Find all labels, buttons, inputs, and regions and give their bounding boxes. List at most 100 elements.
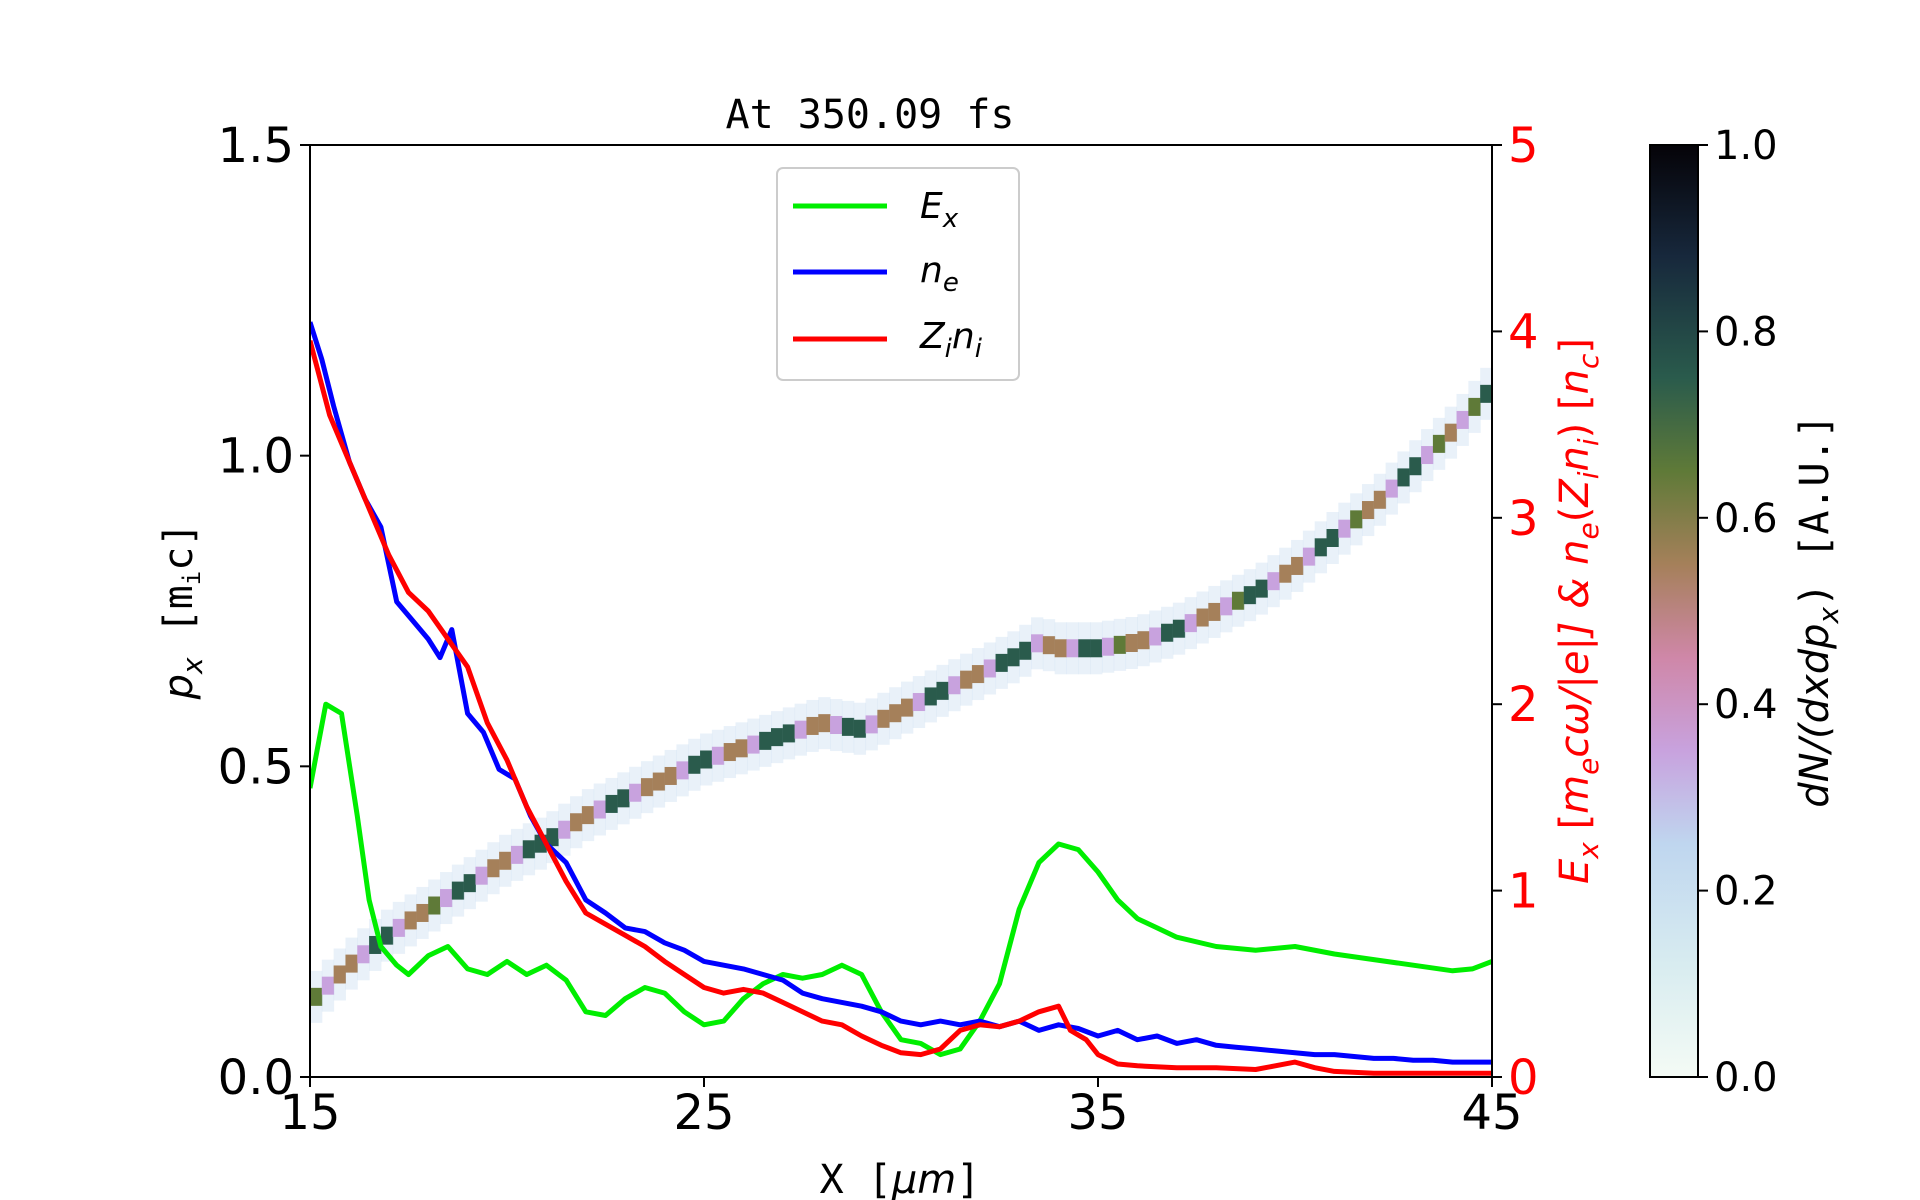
heatmap-cell [1125,633,1138,652]
y-axis-label-part: p [156,674,202,700]
heatmap-cell [546,828,559,847]
colorbar: 0.0 0.2 0.4 0.6 0.8 1.0 dN/(dxdpx) [A.U.] [1649,123,1845,1101]
y-tick-label: 1.0 [218,429,294,485]
y-tick-label: 0.5 [218,739,294,795]
heatmap-cell [912,693,926,712]
heatmap-cell [1456,410,1469,429]
heatmap-cell [936,681,949,700]
colorbar-tick-label: 0.0 [1714,1055,1778,1101]
right-tick-label: 4 [1508,304,1539,360]
chart-title: At 350.09 fs [726,92,1015,138]
right-axis-label-part: n [1552,539,1598,564]
heatmap-cell [570,813,583,832]
heatmap-cell [640,778,654,797]
heatmap-cell [357,945,370,964]
right-axis-label: Ex [mecω/|e|] & ne(Zini) [nc] [1552,338,1605,884]
right-axis-label-sub: x [1572,842,1605,860]
heatmap-cell [1184,614,1197,633]
right-tick-label: 3 [1508,491,1539,547]
colorbar-label-part: ) [A.U.] [1792,414,1838,607]
legend-box [776,167,1020,381]
heatmap-cell [1231,591,1245,610]
heatmap-cell [1019,641,1032,660]
y-axis-label-sub: x [176,657,209,675]
heatmap-cell [499,851,512,870]
y-axis-label-part: c] [156,523,202,571]
legend-label-zini: Zini [919,316,983,364]
heatmap-cell [1149,627,1162,646]
heatmap-cell [1255,579,1268,598]
heatmap-cell [1373,490,1387,509]
heatmap-cell [581,806,595,825]
x-tick-label: 45 [1461,1085,1522,1141]
heatmap-cell [1291,556,1304,575]
heatmap-cell [1031,634,1044,653]
right-axis-label-part: ( [1552,507,1598,523]
heatmap-cell [1432,434,1446,453]
legend-label-part: n [952,316,975,357]
heatmap-cell [558,820,571,839]
heatmap-cell [759,731,772,750]
colorbar-gradient [1649,144,1699,1078]
heatmap-cell [830,716,843,735]
heatmap-cell [522,840,536,859]
y-axis-label-sub: i [178,571,206,585]
heatmap-cell [440,889,453,908]
x-tick-label: 25 [673,1085,734,1141]
heatmap-cell [676,761,689,780]
heatmap-cell [1409,457,1422,476]
right-axis-label-part: [ [1552,814,1598,842]
heatmap-cell [1492,378,1504,396]
heatmap-cell [617,789,630,808]
heatmap-cell [1338,519,1351,538]
right-axis-label-sub: c [1572,353,1605,369]
x-axis-label-part: ] [956,1157,980,1200]
heatmap-cell [510,845,524,864]
heatmap-cell [1066,639,1079,658]
heatmap-cell [711,746,725,765]
heatmap-cell [1480,384,1492,403]
heatmap-halo-cell [1492,361,1504,413]
y-tick-label: 1.5 [218,118,294,174]
heatmap-cell [1172,619,1186,638]
heatmap-cell [700,750,713,769]
heatmap-cell [1042,636,1056,655]
y-axis-label-part: m [156,585,202,609]
x-axis-label: X [μm] [820,1157,981,1200]
x-axis-label-part: X [ [820,1157,892,1200]
heatmap-cell [865,715,878,734]
heatmap-cell [1243,586,1257,605]
heatmap-cell [877,709,890,728]
heatmap-cell [924,687,937,706]
heatmap-cell [475,866,488,885]
heatmap-cell [1326,528,1339,547]
legend-label-sub: e [943,268,959,298]
right-tick-label: 1 [1508,864,1539,920]
legend-label-ne: ne [920,250,959,298]
heatmap-cell [1397,468,1410,487]
heatmap-cell [1468,397,1481,416]
heatmap-cell [1161,623,1174,642]
heatmap-cell [1267,572,1280,591]
heatmap-cell [1101,637,1115,656]
heatmap-cell [392,918,406,937]
colorbar-label: dN/(dxdpx) [A.U.] [1792,414,1845,807]
heatmap-cell [629,783,642,802]
colorbar-tick-label: 0.6 [1714,496,1778,542]
heatmap-cell [1137,631,1150,650]
heatmap-cell [782,724,796,743]
right-tick-label: 0 [1508,1050,1539,1106]
heatmap-cell [948,676,961,695]
heatmap-cell [416,903,429,922]
heatmap-cell [1208,602,1221,621]
legend-label-part: n [920,250,943,291]
heatmap-cell [652,772,666,791]
x-tick-label: 15 [279,1085,340,1141]
legend: Ex ne Zini [776,167,1020,381]
heatmap-cell [1196,608,1209,627]
heatmap-cell [901,698,914,717]
heatmap-cell [1113,635,1127,654]
heatmap-cell [770,728,784,747]
heatmap-cell [853,719,867,738]
